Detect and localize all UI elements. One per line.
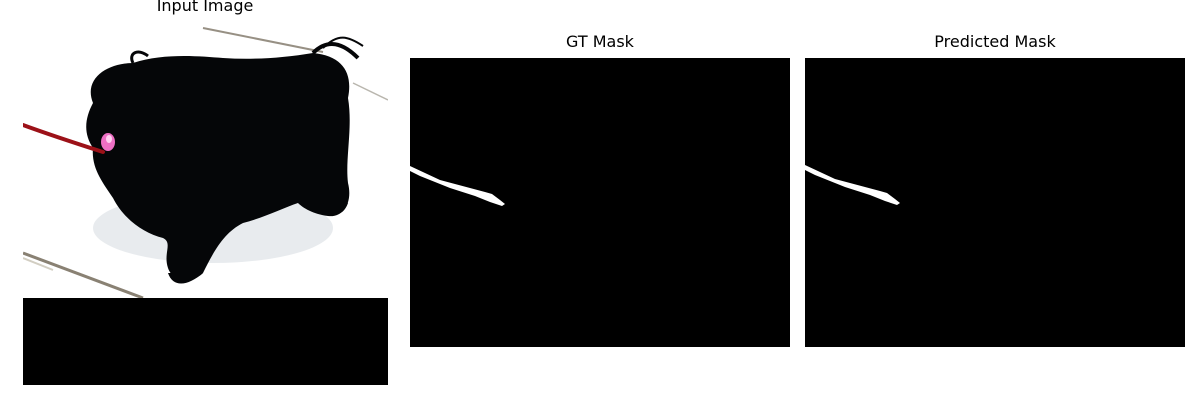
input-image-photo — [23, 18, 388, 385]
predicted-mask-image — [805, 58, 1185, 347]
gt-mask-image — [410, 58, 790, 347]
input-image-panel — [23, 18, 388, 385]
predicted-mask-panel — [805, 58, 1185, 347]
gt-mask-panel — [410, 58, 790, 347]
gt-mask-title: GT Mask — [566, 32, 634, 51]
predicted-mask-title: Predicted Mask — [934, 32, 1056, 51]
input-image-title: Input Image — [156, 0, 254, 15]
